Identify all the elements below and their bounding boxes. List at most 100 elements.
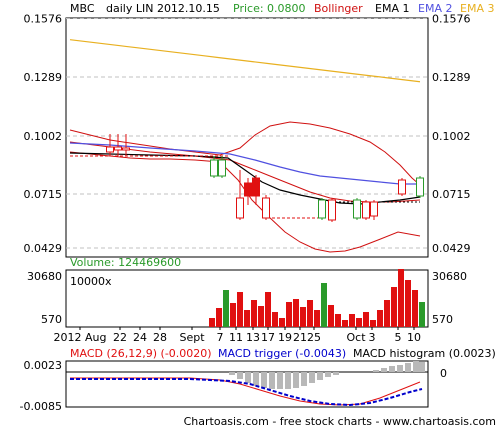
ema2-legend: EMA 2 bbox=[418, 2, 452, 15]
volume-bar bbox=[216, 308, 222, 327]
price-tick-label-left: 0.1576 bbox=[24, 13, 63, 26]
ema1-legend: EMA 1 bbox=[375, 2, 409, 15]
volume-bar bbox=[223, 290, 229, 327]
macd-histogram-bar bbox=[261, 372, 267, 388]
macd-histogram-bar bbox=[285, 372, 291, 389]
volume-bar bbox=[342, 320, 348, 327]
macd-histogram-bar bbox=[373, 370, 379, 372]
price-candle-body bbox=[328, 199, 336, 221]
price-candle-body bbox=[262, 197, 270, 219]
price-panel-frame bbox=[65, 17, 429, 258]
bollinger-lower-line bbox=[69, 151, 421, 253]
volume-bar bbox=[363, 312, 369, 327]
macd-histogram-bar bbox=[413, 361, 419, 372]
x-tick-label: 2012 Aug bbox=[54, 331, 107, 344]
macd-histogram-bar bbox=[381, 368, 387, 372]
volume-bar bbox=[370, 320, 376, 327]
x-tick-label: 19 bbox=[278, 331, 292, 344]
volume-bar bbox=[398, 269, 404, 327]
price-tick-label-left: 0.0715 bbox=[24, 188, 63, 201]
volume-unit-label: 10000x bbox=[70, 275, 112, 288]
grid bbox=[65, 17, 429, 408]
x-tick-label: Oct bbox=[346, 331, 366, 344]
price-tick-label-right: 0.1576 bbox=[432, 13, 471, 26]
ema3-line bbox=[69, 39, 421, 83]
volume-bar bbox=[335, 314, 341, 327]
volume-bar bbox=[265, 292, 271, 327]
volume-bar bbox=[384, 300, 390, 327]
macd-histogram-bar bbox=[237, 372, 243, 379]
volume-bar bbox=[279, 318, 285, 327]
price-candle-body bbox=[236, 197, 244, 219]
volume-bar bbox=[293, 299, 299, 327]
macd-trigger-legend: MACD trigger (-0.0043) bbox=[218, 347, 346, 360]
macd-histogram-bar bbox=[277, 372, 283, 389]
macd-histogram-bar bbox=[405, 363, 411, 372]
x-tick-label: 28 bbox=[153, 331, 167, 344]
volume-tick-label-left: 570 bbox=[41, 313, 62, 326]
x-tick-label: 17 bbox=[261, 331, 275, 344]
price-tick-label-left: 0.1289 bbox=[24, 71, 63, 84]
volume-bar bbox=[251, 300, 257, 327]
footer-credit: Chartoasis.com - free stock charts - www… bbox=[184, 415, 496, 428]
volume-tick-label-left: 30680 bbox=[27, 270, 62, 283]
macd-histogram-bar bbox=[397, 365, 403, 372]
x-tick-label: 24 bbox=[133, 331, 147, 344]
price-label: Price: 0.0800 bbox=[233, 2, 306, 15]
x-tick-label: 25 bbox=[307, 331, 321, 344]
price-tick-label-right: 0.1002 bbox=[432, 130, 471, 143]
volume-bar bbox=[286, 302, 292, 327]
price-candle-body bbox=[318, 199, 326, 219]
price-candle-body bbox=[114, 146, 122, 151]
macd-tick-label-left: -0.0085 bbox=[20, 400, 62, 413]
x-tick-label: 22 bbox=[113, 331, 127, 344]
bollinger-upper-line bbox=[69, 121, 421, 186]
price-tick-label-left: 0.1002 bbox=[24, 130, 63, 143]
ema2-line bbox=[69, 142, 420, 185]
symbol-label: MBC bbox=[70, 2, 95, 15]
macd-legend: MACD (26,12,9) (-0.0020) bbox=[70, 347, 212, 360]
volume-bar bbox=[209, 318, 215, 327]
volume-bar bbox=[230, 303, 236, 327]
price-tick-label-right: 0.0429 bbox=[432, 242, 471, 255]
volume-bar bbox=[314, 310, 320, 327]
price-candle-body bbox=[398, 179, 406, 195]
price-tick-label-right: 0.0715 bbox=[432, 188, 471, 201]
macd-histogram-bar bbox=[317, 372, 323, 380]
macd-tick-label-right: 0 bbox=[440, 367, 447, 380]
macd-histogram-bar bbox=[389, 366, 395, 372]
price-candle-body bbox=[218, 159, 226, 177]
volume-bar bbox=[419, 302, 425, 327]
price-tick-label-left: 0.0429 bbox=[24, 242, 63, 255]
macd-histogram-bar bbox=[419, 362, 425, 372]
volume-bar bbox=[258, 306, 264, 327]
macd-histogram-bar bbox=[253, 372, 259, 386]
macd-histogram-bar bbox=[269, 372, 275, 389]
macd-tick-label-left: 0.0023 bbox=[24, 359, 63, 372]
price-candle-body bbox=[252, 177, 260, 197]
volume-bar bbox=[272, 312, 278, 327]
macd-histogram-bar bbox=[293, 372, 299, 388]
volume-bar bbox=[405, 280, 411, 327]
price-tick-label-right: 0.1289 bbox=[432, 71, 471, 84]
price-candle-body bbox=[210, 159, 218, 177]
period-label: daily LIN 2012.10.15 bbox=[106, 2, 220, 15]
ema3-legend: EMA 3 bbox=[460, 2, 494, 15]
price-candle-body bbox=[353, 199, 361, 219]
macd-panel-frame bbox=[65, 360, 429, 408]
volume-tick-label-right: 30680 bbox=[432, 270, 467, 283]
x-tick-label: Sept bbox=[179, 331, 205, 344]
price-candle-body bbox=[106, 146, 114, 153]
volume-bar bbox=[377, 310, 383, 327]
volume-bar bbox=[244, 310, 250, 327]
macd-histogram-bar bbox=[333, 372, 339, 375]
x-tick-label: 10 bbox=[407, 331, 421, 344]
volume-bar bbox=[300, 307, 306, 327]
x-tick-label: 5 bbox=[395, 331, 402, 344]
chart-labels: MBC daily LIN 2012.10.15 Price: 0.0800 B… bbox=[70, 2, 496, 428]
bollinger-legend: Bollinger bbox=[314, 2, 363, 15]
macd-histogram-bar bbox=[301, 372, 307, 386]
x-tick-label: 7 bbox=[217, 331, 224, 344]
